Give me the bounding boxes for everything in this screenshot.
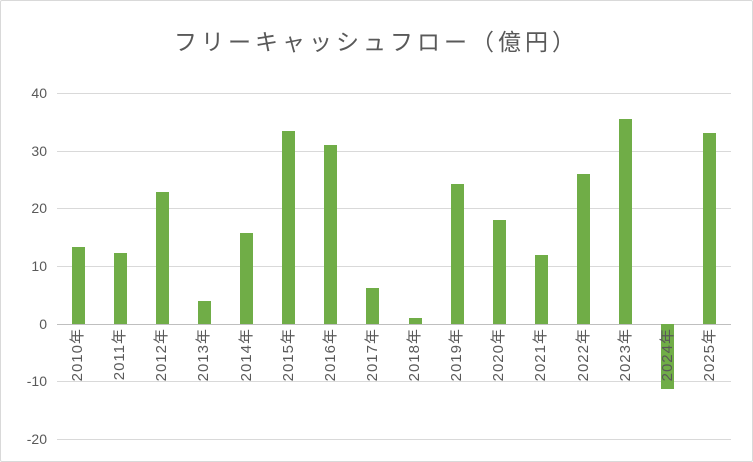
x-axis-line — [57, 323, 731, 325]
y-axis-label-10: 10 — [31, 258, 47, 274]
bar-2017年[interactable] — [366, 287, 380, 324]
bar-2021年[interactable] — [534, 254, 548, 324]
x-axis-label-2018年: 2018年 — [406, 327, 424, 382]
x-axis-label-2021年: 2021年 — [532, 327, 550, 382]
x-axis-label-2017年: 2017年 — [363, 327, 381, 382]
x-axis-label-2023年: 2023年 — [616, 327, 634, 382]
chart-title: フリーキャッシュフロー（億円） — [174, 29, 579, 55]
x-axis-label-2010年: 2010年 — [69, 327, 87, 382]
x-axis-label-2019年: 2019年 — [448, 327, 466, 382]
y-axis-label-40: 40 — [31, 85, 47, 101]
x-axis-label-2022年: 2022年 — [574, 327, 592, 382]
x-axis-label-2016年: 2016年 — [321, 327, 339, 382]
y-axis-label--10: -10 — [26, 373, 47, 390]
bar-2012年[interactable] — [155, 192, 169, 324]
bar-2018年[interactable] — [408, 317, 422, 324]
bar-2020年[interactable] — [492, 220, 506, 324]
bar-2023年[interactable] — [619, 119, 633, 324]
bar-2022年[interactable] — [577, 174, 591, 324]
x-axis-label-2015年: 2015年 — [279, 327, 297, 382]
x-axis-label-2024年: 2024年 — [658, 327, 676, 382]
x-axis-label-2014年: 2014年 — [237, 327, 255, 382]
x-axis-label-2011年: 2011年 — [111, 327, 129, 380]
bar-2016年[interactable] — [324, 144, 338, 324]
gridline-30 — [57, 150, 731, 152]
bar-2025年[interactable] — [703, 133, 717, 324]
bar-2010年[interactable] — [71, 247, 85, 324]
bar-2015年[interactable] — [282, 130, 296, 324]
y-axis-label-0: 0 — [39, 315, 47, 332]
bar-2014年[interactable] — [240, 232, 254, 324]
bar-2013年[interactable] — [197, 300, 211, 324]
gridline--20 — [57, 439, 731, 440]
gridline-40 — [57, 93, 731, 94]
x-axis-label-2025年: 2025年 — [700, 327, 718, 382]
gridline-10 — [57, 266, 731, 267]
y-axis-label--20: -20 — [26, 431, 47, 447]
y-axis-label-30: 30 — [31, 142, 47, 159]
x-axis-label-2013年: 2013年 — [195, 327, 213, 382]
bar-2019年[interactable] — [450, 183, 464, 324]
bar-2024年[interactable] — [661, 323, 675, 390]
gridline--10 — [57, 381, 731, 383]
y-axis-label-20: 20 — [31, 200, 47, 217]
gridline-20 — [57, 208, 731, 210]
x-axis-label-2012年: 2012年 — [153, 327, 171, 382]
bar-2011年[interactable] — [113, 253, 127, 324]
x-axis-label-2020年: 2020年 — [490, 327, 508, 382]
